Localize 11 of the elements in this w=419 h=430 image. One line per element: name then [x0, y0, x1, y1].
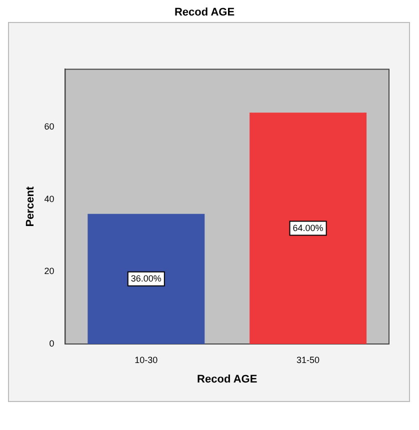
x-axis-title: Recod AGE	[197, 373, 258, 386]
x-tick-label: 31-50	[296, 354, 320, 365]
x-tick-label: 10-30	[134, 354, 158, 365]
chart-title: Recod AGE	[174, 6, 235, 19]
y-axis-title: Percent	[24, 186, 37, 227]
data-label: 64.00%	[292, 222, 324, 233]
y-tick-label: 20	[44, 266, 54, 276]
y-tick-label: 0	[49, 338, 54, 348]
y-tick-label: 40	[44, 194, 54, 204]
data-label: 36.00%	[130, 273, 162, 284]
y-tick-label: 60	[44, 122, 54, 132]
